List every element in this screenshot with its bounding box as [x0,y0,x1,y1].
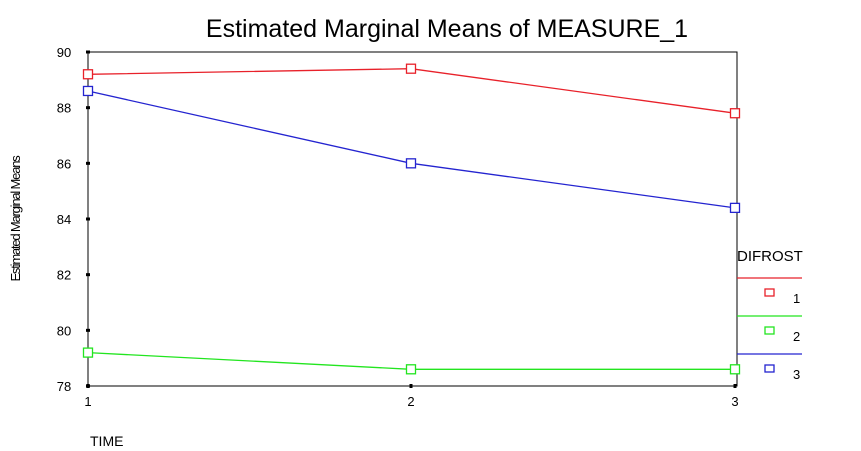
series-3-point [729,202,741,214]
x-tick-mark [733,384,737,388]
series-1-line [87,68,736,114]
x-tick-label: 3 [731,394,738,409]
y-tick-label: 86 [57,156,71,171]
series-2-point [729,364,741,375]
plot-frame [87,51,738,387]
legend-marker-2 [764,326,775,335]
legend-label-3: 3 [793,367,800,382]
series-2-point [82,347,94,358]
y-tick-mark [86,161,90,165]
x-tick-mark [86,384,90,388]
y-tick-mark [86,50,90,54]
series-2-point [405,364,417,375]
y-tick-mark [86,328,90,332]
legend-label-1: 1 [793,291,800,306]
series-group [82,63,741,375]
series-1-point [82,69,94,80]
legend-label-2: 2 [793,329,800,344]
y-tick-label: 88 [57,101,71,116]
y-tick-mark [86,106,90,110]
y-tick-mark [86,217,90,221]
series-3-point [82,85,94,97]
x-axis: 1 2 3 [84,384,739,409]
y-axis-label: Estimated Marginal Means [8,155,23,282]
legend-title: DIFROST [737,248,803,265]
legend-marker-3 [764,364,775,373]
y-tick-label: 90 [57,45,71,60]
y-tick-label: 82 [57,268,71,283]
y-axis: 78 80 82 84 86 88 90 [57,45,90,394]
x-tick-label: 2 [407,394,414,409]
legend: DIFROST 1 2 3 [737,248,803,382]
legend-marker-1 [764,288,775,297]
y-tick-mark [86,273,90,277]
x-axis-label: TIME [90,433,123,449]
series-3-point [405,158,417,169]
x-tick-label: 1 [84,394,91,409]
x-tick-mark [409,384,413,388]
series-1-point [405,63,417,74]
series-1-point [729,108,741,119]
chart-title: Estimated Marginal Means of MEASURE_1 [206,15,688,43]
y-tick-label: 78 [57,379,71,394]
y-tick-label: 84 [57,212,71,227]
series-3-line [87,90,736,209]
y-tick-label: 80 [57,323,71,338]
